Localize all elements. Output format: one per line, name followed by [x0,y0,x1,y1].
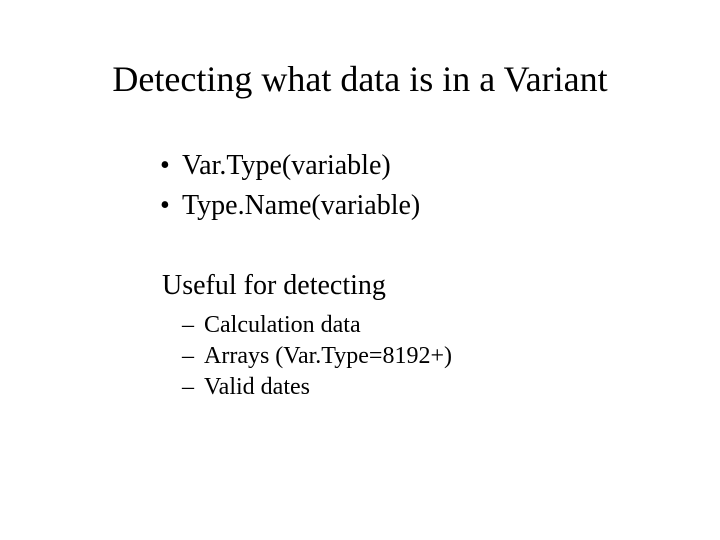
slide: Detecting what data is in a Variant • Va… [0,0,720,540]
list-item: • Type.Name(variable) [160,190,660,222]
bullet-text: Var.Type(variable) [182,150,391,182]
bullet-text: Calculation data [204,312,361,339]
sub-heading: Useful for detecting [162,270,660,302]
list-item: – Valid dates [182,374,660,401]
bullet-dash-icon: – [182,343,204,370]
bullet-text: Arrays (Var.Type=8192+) [204,343,452,370]
bullet-dash-icon: – [182,312,204,339]
slide-body: • Var.Type(variable) • Type.Name(variabl… [160,150,660,405]
list-item: • Var.Type(variable) [160,150,660,182]
list-item: – Arrays (Var.Type=8192+) [182,343,660,370]
list-item: – Calculation data [182,312,660,339]
bullet-text: Valid dates [204,374,310,401]
slide-title: Detecting what data is in a Variant [0,58,720,100]
bullet-text: Type.Name(variable) [182,190,420,222]
bullet-dot-icon: • [160,150,182,182]
bullet-dot-icon: • [160,190,182,222]
bullet-dash-icon: – [182,374,204,401]
